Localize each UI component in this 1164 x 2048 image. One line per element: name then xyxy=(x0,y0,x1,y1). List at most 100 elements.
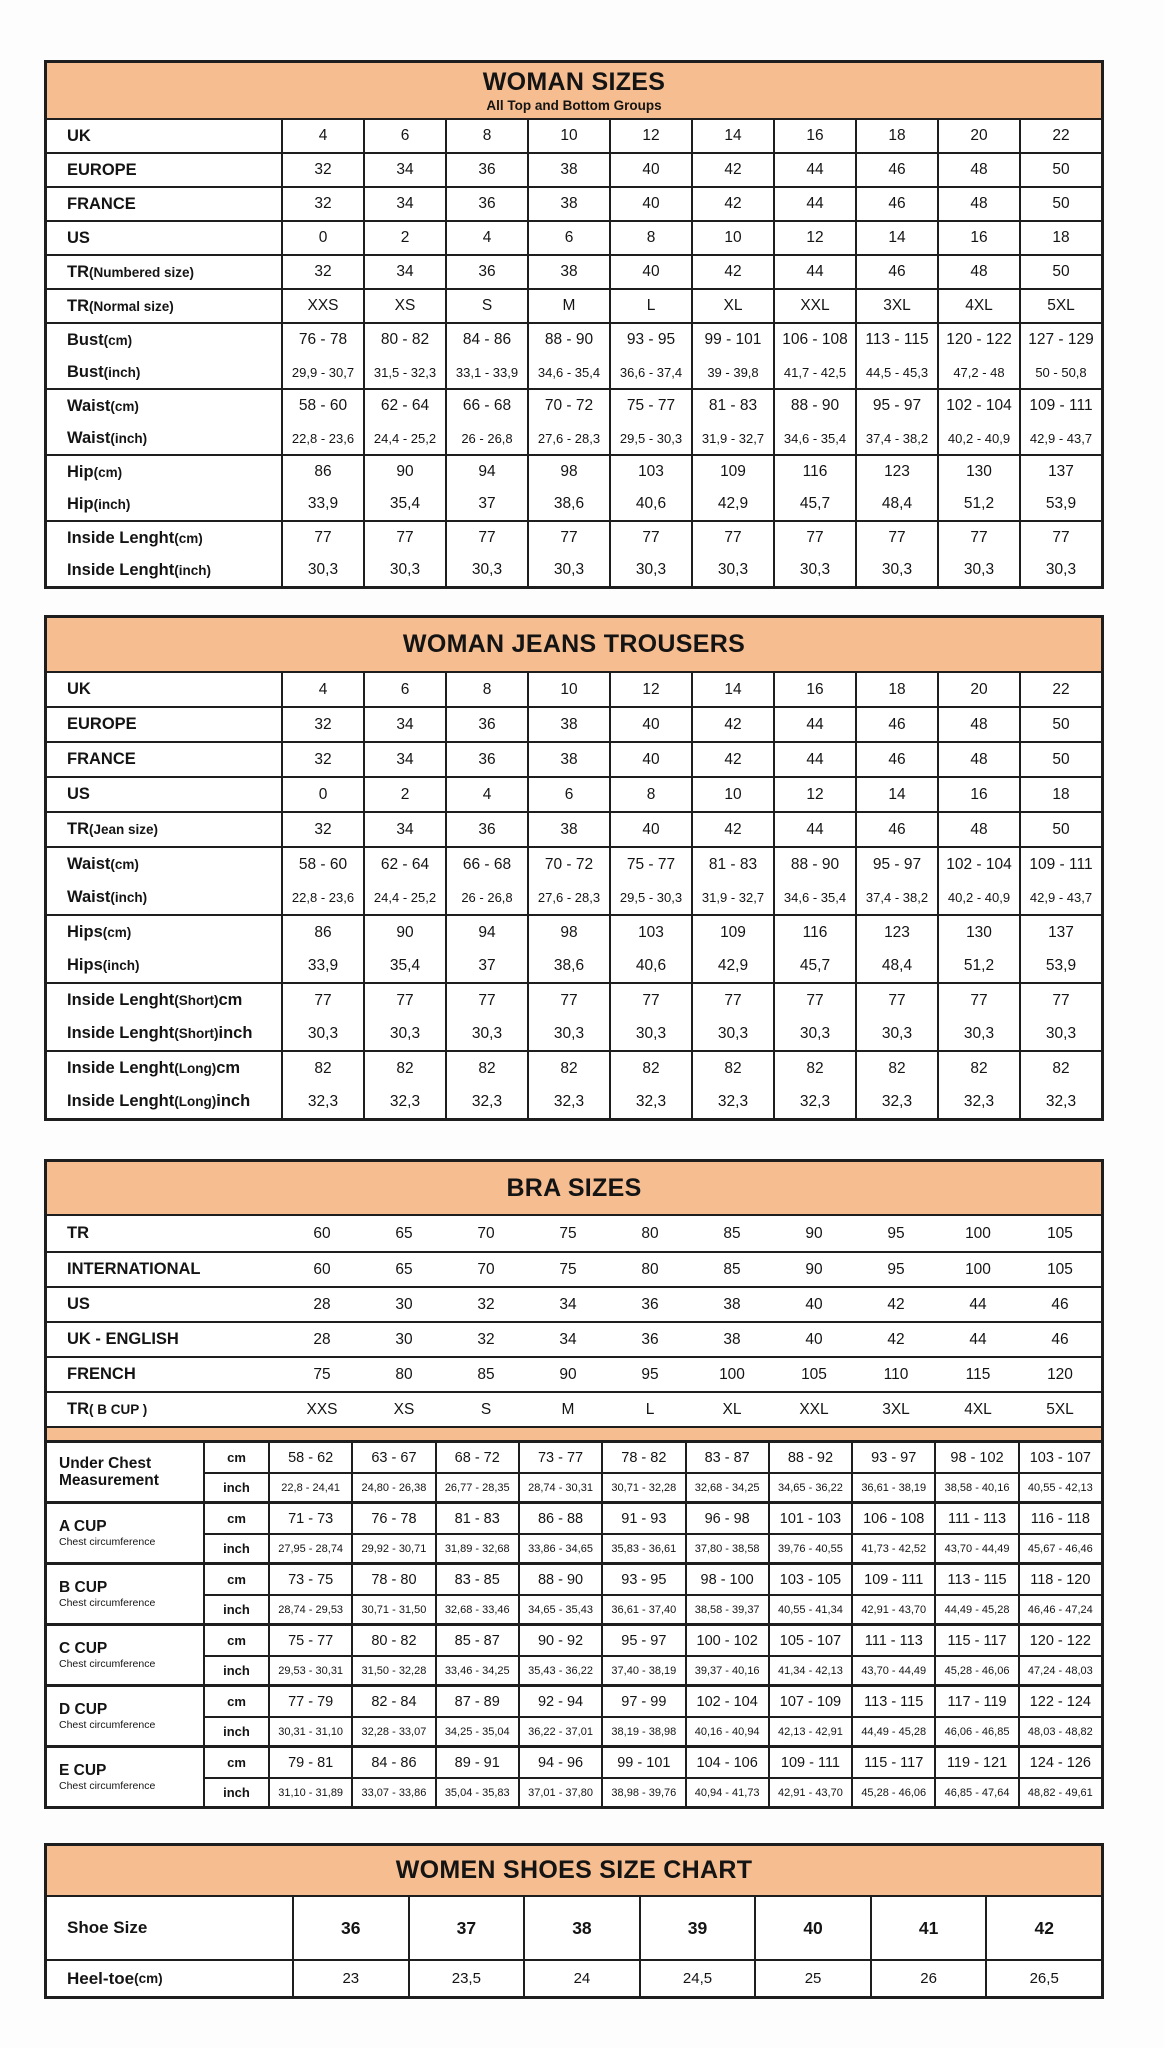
cell-value: 60 xyxy=(313,1224,331,1242)
cell-value: 40 xyxy=(609,813,691,846)
cell-value: 70 - 72 xyxy=(527,848,609,881)
cell-value: 47,2 - 48 xyxy=(937,356,1019,388)
cell-value: 44,49 - 45,28 xyxy=(851,1716,935,1745)
cell-value: 41 xyxy=(869,1897,986,1959)
cell-value: 77 xyxy=(855,522,937,554)
cell-value: 44 xyxy=(969,1295,987,1313)
woman-sizes-title: WOMAN SIZES xyxy=(482,68,666,96)
cell-value: 80 xyxy=(641,1260,659,1278)
cell-value: 8 xyxy=(609,778,691,811)
cell-value: 46,46 - 47,24 xyxy=(1017,1594,1101,1623)
row-group: TR (Normal size) XXS XS S M L XL XXL 3XL 4XL 5XL xyxy=(47,288,1101,322)
cell-value: 85 xyxy=(723,1224,741,1242)
cell-value: 35,83 - 36,61 xyxy=(601,1533,685,1562)
cell-value: 24,4 - 25,2 xyxy=(363,881,445,914)
cell-value: 40 xyxy=(805,1295,823,1313)
row-group: Inside Lenght (cm) 77 77 77 77 77 77 77 77 77 77 In… xyxy=(47,520,1101,586)
cell-value: 4XL xyxy=(937,290,1019,322)
cell-value: 33,46 - 34,25 xyxy=(434,1655,518,1684)
cell-value: 45,67 - 46,46 xyxy=(1017,1533,1101,1562)
cell-value: 37,40 - 38,19 xyxy=(601,1655,685,1684)
row-group: Hips (cm) 86 90 94 98 103 109 116 123 130 137 Hips … xyxy=(47,914,1101,982)
cell-value: 116 xyxy=(773,916,855,949)
cell-value: 109 - 111 xyxy=(1019,848,1101,881)
cup-sublabel: Chest circumference xyxy=(59,1780,156,1793)
cell-value: 37 xyxy=(407,1897,524,1959)
cell-value: 98 xyxy=(527,456,609,488)
women-shoes-title: WOMEN SHOES SIZE CHART xyxy=(395,1856,753,1884)
cell-value: 32,3 xyxy=(445,1085,527,1118)
row-label: TR (Normal size) xyxy=(67,296,174,315)
cell-value: 20 xyxy=(937,120,1019,152)
cell-value: 50 - 50,8 xyxy=(1019,356,1101,388)
cell-value: 16 xyxy=(937,778,1019,811)
cell-value: 77 xyxy=(281,984,363,1017)
cell-value: 42,9 - 43,7 xyxy=(1019,881,1101,914)
cell-value: 102 - 104 xyxy=(684,1687,768,1716)
cup-name: Under Chest Measurement xyxy=(59,1454,159,1489)
row-label: Shoe Size xyxy=(67,1918,148,1937)
cell-value: 10 xyxy=(527,120,609,152)
table-row: Inside Lenght (cm) 77 77 77 77 77 77 77 77 77 77 xyxy=(47,522,1101,554)
cup-group: C CUP Chest circumference cm 75 - 77 80 - 82… xyxy=(47,1623,1101,1684)
cell-value: 37 xyxy=(445,488,527,520)
cell-value: S xyxy=(445,290,527,322)
table-row: US 28 30 32 34 36 38 40 42 44 46 xyxy=(47,1286,1101,1321)
cell-value: 53,9 xyxy=(1019,949,1101,982)
row-label: Inside Lenght (Long) cm xyxy=(67,1059,241,1077)
cell-value: 82 xyxy=(281,1052,363,1085)
cell-value: 62 - 64 xyxy=(363,390,445,422)
cell-value: 42 xyxy=(691,743,773,776)
cell-value: 82 xyxy=(363,1052,445,1085)
table-row: Inside Lenght (Long) inch 32,3 32,3 32,3 32,… xyxy=(47,1085,1101,1118)
cell-value: 109 xyxy=(691,456,773,488)
cell-value: XS xyxy=(363,290,445,322)
cell-value: 120 - 122 xyxy=(1017,1626,1101,1655)
row-label: Bust (cm) xyxy=(67,330,133,349)
cup-group: B CUP Chest circumference cm 73 - 75 78 - 80… xyxy=(47,1562,1101,1623)
cell-value: 34 xyxy=(363,256,445,288)
cell-value: 34,6 - 35,4 xyxy=(773,422,855,454)
cell-value: 16 xyxy=(773,673,855,706)
row-group: Waist (cm) 58 - 60 62 - 64 66 - 68 70 - 72 75… xyxy=(47,846,1101,914)
table-row: Bust (cm) 76 - 78 80 - 82 84 - 86 88 - 90 93 … xyxy=(47,324,1101,356)
cell-value: 46,85 - 47,64 xyxy=(934,1777,1018,1806)
cell-value: 119 - 121 xyxy=(934,1748,1017,1777)
cell-value: 24,4 - 25,2 xyxy=(363,422,445,454)
cell-value: 89 - 91 xyxy=(434,1748,518,1777)
cup-sublabel: Chest circumference xyxy=(59,1536,156,1549)
cell-value: 26,5 xyxy=(985,1961,1101,1996)
table-row: TR 60 65 70 75 80 85 90 95 100 105 xyxy=(47,1216,1101,1251)
row-label: FRANCE xyxy=(67,750,136,768)
cell-value: 50 xyxy=(1019,813,1101,846)
cup-label: D CUP Chest circumference xyxy=(47,1687,203,1745)
cell-value: 41,34 - 42,13 xyxy=(767,1655,852,1684)
cell-value: 94 xyxy=(445,456,527,488)
table-row: Hip (cm) 86 90 94 98 103 109 116 123 130 137 xyxy=(47,456,1101,488)
row-group: US 0 2 4 6 8 10 12 14 16 18 xyxy=(47,776,1101,811)
row-label: UK xyxy=(67,126,91,145)
woman-jeans-body: UK 4 6 8 10 12 14 16 18 20 22 EUROPE 32 34 36 38 40 42 44 4… xyxy=(47,673,1101,1118)
woman-sizes-subtitle: All Top and Bottom Groups xyxy=(486,98,662,113)
cell-value: 18 xyxy=(855,120,937,152)
cell-value: 36,22 - 37,01 xyxy=(517,1716,602,1745)
cell-value: 34 xyxy=(559,1330,577,1348)
unit-cell: inch xyxy=(203,1594,268,1623)
table-row: UK 4 6 8 10 12 14 16 18 20 22 xyxy=(47,120,1101,152)
cell-value: 32,3 xyxy=(609,1085,691,1118)
cell-value: XS xyxy=(393,1400,415,1418)
cell-value: 94 - 96 xyxy=(517,1748,601,1777)
cell-value: 14 xyxy=(691,120,773,152)
cell-value: 95 - 97 xyxy=(855,390,937,422)
cell-value: 36 xyxy=(445,813,527,846)
bra-sizes-table: BRA SIZES TR 60 65 70 75 80 85 90 95 100 105 INTERN… xyxy=(44,1159,1104,1809)
cell-value: 109 - 111 xyxy=(1019,390,1101,422)
cell-value: 38 xyxy=(527,188,609,220)
cell-value: 45,7 xyxy=(773,488,855,520)
cell-value: XXS xyxy=(306,1400,338,1418)
cell-value: 77 xyxy=(937,522,1019,554)
row-label: US xyxy=(67,785,90,803)
woman-jeans-table: WOMAN JEANS TROUSERS UK 4 6 8 10 12 14 16 18 20 22… xyxy=(44,615,1104,1121)
cell-value: 46 xyxy=(855,743,937,776)
cell-value: 34 xyxy=(363,813,445,846)
